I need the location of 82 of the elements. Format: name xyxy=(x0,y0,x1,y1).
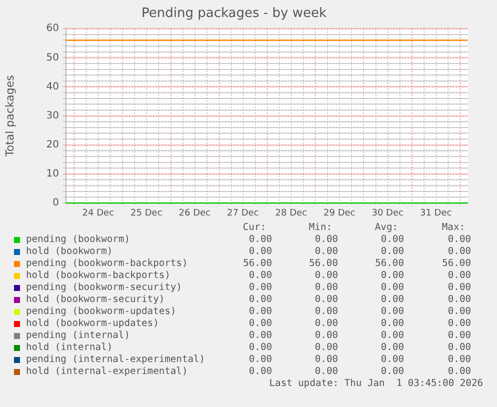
text: 0.00 xyxy=(314,294,338,306)
y-tick-label: 40 xyxy=(46,81,59,92)
text: Min: xyxy=(308,222,332,234)
text: 0.00 xyxy=(446,330,471,342)
text: 0.00 xyxy=(248,234,272,246)
x-tick-label: 27 Dec xyxy=(227,208,259,219)
text: 56.00 xyxy=(242,258,272,270)
text: Last update: Thu Jan 1 03:45:00 2026 xyxy=(268,378,483,390)
text: 0.00 xyxy=(248,342,272,354)
y-axis-title: Total packages xyxy=(3,74,16,158)
text: 0.00 xyxy=(446,246,471,258)
text: 0.00 xyxy=(248,354,272,366)
legend-label: hold (bookworm) xyxy=(26,246,113,258)
text: 56.00 xyxy=(308,258,338,270)
text: Max: xyxy=(440,222,465,234)
text: 0.00 xyxy=(380,306,404,318)
text: 0.00 xyxy=(446,282,471,294)
text: 0.00 xyxy=(314,330,338,342)
text: 0.00 xyxy=(380,282,404,294)
legend-label: pending (internal-experimental) xyxy=(26,354,206,366)
text: 0.00 xyxy=(314,306,338,318)
text: 56.00 xyxy=(441,258,471,270)
text: 0.00 xyxy=(446,342,471,354)
text: 0.00 xyxy=(248,318,272,330)
x-tick-label: 28 Dec xyxy=(275,208,308,219)
text: 0.00 xyxy=(446,294,471,306)
text: 0.00 xyxy=(380,342,404,354)
text: 0.00 xyxy=(314,282,338,294)
y-tick-label: 20 xyxy=(46,139,59,150)
text: 0.00 xyxy=(248,330,272,342)
y-tick-label: 60 xyxy=(46,23,59,34)
y-tick-label: 30 xyxy=(46,110,59,122)
legend-label: pending (bookworm-security) xyxy=(26,282,182,294)
text: 0.00 xyxy=(314,270,338,282)
text: 0.00 xyxy=(248,366,272,378)
y-tick-label: 50 xyxy=(46,52,59,64)
x-tick-label: 30 Dec xyxy=(372,208,404,219)
legend-label: pending (bookworm-updates) xyxy=(26,306,176,318)
legend-label: hold (bookworm-backports) xyxy=(26,270,170,282)
chart-title: Pending packages - by week xyxy=(142,6,327,22)
x-tick-label: 31 Dec xyxy=(420,208,452,219)
text: 0.00 xyxy=(380,330,404,342)
x-tick-label: 24 Dec xyxy=(82,208,114,219)
legend-label: pending (internal) xyxy=(26,330,130,342)
text: 0.00 xyxy=(446,354,471,366)
text: 0.00 xyxy=(380,234,404,246)
text: 0.00 xyxy=(248,270,272,282)
text: Avg: xyxy=(374,222,398,234)
text: Cur: xyxy=(242,222,266,234)
y-tick-label: 10 xyxy=(46,168,59,180)
text: 0.00 xyxy=(314,366,338,378)
legend-label: hold (bookworm-security) xyxy=(26,294,165,306)
text: 0.00 xyxy=(446,318,471,330)
legend-label: pending (bookworm-backports) xyxy=(26,258,188,270)
text: 0.00 xyxy=(248,282,272,294)
legend-label: hold (bookworm-updates) xyxy=(26,318,159,330)
text: 0.00 xyxy=(314,354,338,366)
text: 56.00 xyxy=(374,258,404,270)
legend-label: hold (internal-experimental) xyxy=(26,366,188,378)
text: 0.00 xyxy=(314,318,338,330)
text: 0.00 xyxy=(380,366,404,378)
x-tick-label: 29 Dec xyxy=(323,208,356,219)
text: 0.00 xyxy=(314,234,338,246)
text: 0.00 xyxy=(380,294,404,306)
text: 0.00 xyxy=(446,270,471,282)
text: 0.00 xyxy=(380,270,404,282)
legend-label: pending (bookworm) xyxy=(26,234,130,246)
text: 0.00 xyxy=(248,246,272,258)
legend-label: hold (internal) xyxy=(26,342,113,354)
y-tick-label: 0 xyxy=(52,198,59,209)
text: 0.00 xyxy=(446,306,471,318)
text: 0.00 xyxy=(248,294,272,306)
text: 0.00 xyxy=(380,246,404,258)
text: 0.00 xyxy=(446,366,471,378)
text: 0.00 xyxy=(446,234,471,246)
text: 0.00 xyxy=(248,306,272,318)
text: 0.00 xyxy=(314,246,338,258)
text: 0.00 xyxy=(380,318,404,330)
text: 0.00 xyxy=(380,354,404,366)
text: 0.00 xyxy=(314,342,338,354)
x-tick-label: 26 Dec xyxy=(178,208,211,219)
x-tick-label: 25 Dec xyxy=(130,208,162,219)
